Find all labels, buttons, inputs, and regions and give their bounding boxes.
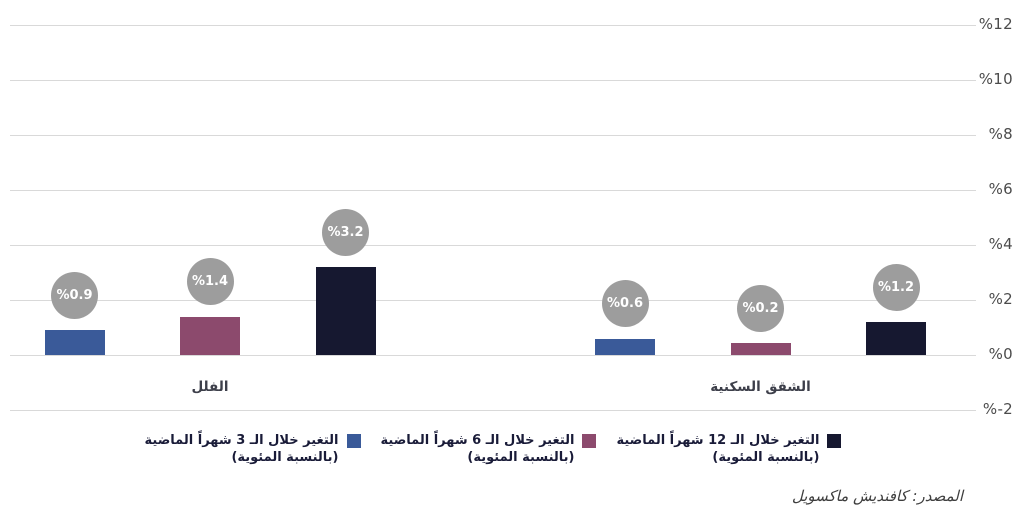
gridline-10pct xyxy=(10,79,976,81)
y-axis-label-0pct: %0 xyxy=(988,345,1013,363)
bar-series1-cat1 xyxy=(44,330,105,355)
legend-item-label: التغير خلال الـ 3 شهراً الماضية (بالنسبة … xyxy=(144,433,339,465)
legend-swatch-icon xyxy=(827,434,842,448)
category-label-1: الفلل xyxy=(191,379,229,395)
value-badge-series1-cat1: %0.9 xyxy=(51,271,98,319)
y-axis-label-4pct: %4 xyxy=(988,235,1013,253)
y-axis-label-6pct: %6 xyxy=(988,180,1013,198)
value-badge-series3-cat2: %1.2 xyxy=(872,263,920,311)
legend-swatch-icon xyxy=(346,434,361,448)
legend-item-label: التغير خلال الـ 6 شهراً الماضية (بالنسبة … xyxy=(380,433,575,465)
value-badge-series2-cat2: %0.2 xyxy=(737,284,784,332)
gridline--2pct xyxy=(10,409,976,411)
gridline-0pct xyxy=(10,354,976,356)
bar-series2-cat1 xyxy=(180,316,240,355)
category-label-2: الشقق السكنية xyxy=(710,379,811,395)
gridline-8pct xyxy=(10,134,976,136)
legend-item-1: التغير خلال الـ 12 شهراً الماضية (بالنسبة… xyxy=(616,432,842,466)
y-axis-label-2pct: %2 xyxy=(988,290,1013,308)
bar-series1-cat2 xyxy=(595,338,655,355)
gridline-12pct xyxy=(10,24,976,26)
legend-item-label: التغير خلال الـ 12 شهراً الماضية (بالنسبة… xyxy=(616,433,820,465)
y-axis-label-8pct: %8 xyxy=(988,125,1013,143)
value-badge-series2-cat1: %1.4 xyxy=(186,258,234,305)
source-note: المصدر: كافنديش ماكسويل xyxy=(791,487,963,505)
bar-series2-cat2 xyxy=(730,343,791,355)
y-axis-label--2pct: %-2 xyxy=(982,400,1013,418)
legend-item-3: التغير خلال الـ 3 شهراً الماضية (بالنسبة … xyxy=(145,432,361,466)
y-axis-label-10pct: %10 xyxy=(978,70,1013,88)
y-axis-label-12pct: %12 xyxy=(978,15,1013,33)
legend-item-2: التغير خلال الـ 6 شهراً الماضية (بالنسبة … xyxy=(381,432,597,466)
gridline-6pct xyxy=(10,189,976,191)
value-badge-series1-cat2: %0.6 xyxy=(601,280,649,327)
bar-series3-cat2 xyxy=(866,322,926,355)
chart-legend: التغير خلال الـ 12 شهراً الماضية (بالنسبة… xyxy=(10,432,976,466)
gridline-4pct xyxy=(10,244,976,246)
bar-series3-cat1 xyxy=(315,267,376,355)
value-badge-series3-cat1: %3.2 xyxy=(322,208,369,256)
legend-swatch-icon xyxy=(582,434,597,448)
gridline-2pct xyxy=(10,299,976,301)
